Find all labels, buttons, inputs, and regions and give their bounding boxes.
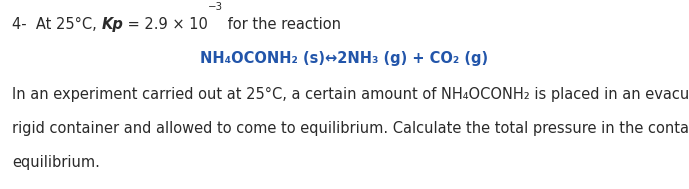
Text: Kp: Kp xyxy=(101,17,123,32)
Text: for the reaction: for the reaction xyxy=(223,17,341,32)
Text: −3: −3 xyxy=(208,2,223,12)
Text: rigid container and allowed to come to equilibrium. Calculate the total pressure: rigid container and allowed to come to e… xyxy=(12,121,689,136)
Text: 4-  At 25°C,: 4- At 25°C, xyxy=(12,17,101,32)
Text: = 2.9 × 10: = 2.9 × 10 xyxy=(123,17,208,32)
Text: NH₄OCONH₂ (s)↔2NH₃ (g) + CO₂ (g): NH₄OCONH₂ (s)↔2NH₃ (g) + CO₂ (g) xyxy=(200,51,489,66)
Text: equilibrium.: equilibrium. xyxy=(12,155,100,170)
Text: In an experiment carried out at 25°C, a certain amount of NH₄OCONH₂ is placed in: In an experiment carried out at 25°C, a … xyxy=(12,87,689,102)
